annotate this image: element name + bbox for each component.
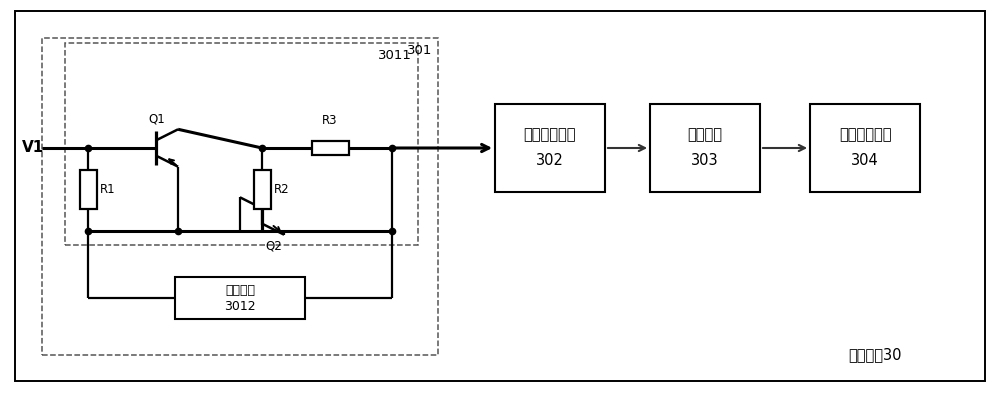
Text: 302: 302 (536, 154, 564, 169)
Bar (65, 43, 418, 245)
Text: 储能模块: 储能模块 (688, 127, 722, 143)
Text: Q1: Q1 (149, 112, 165, 125)
Text: 301: 301 (407, 44, 432, 57)
Text: 3011: 3011 (378, 49, 412, 62)
Text: R3: R3 (322, 114, 338, 127)
Bar (312, 141, 349, 155)
Bar (42, 38, 438, 355)
Text: R1: R1 (100, 183, 116, 196)
Text: Q2: Q2 (266, 240, 282, 253)
Text: 303: 303 (691, 154, 719, 169)
Bar (254, 170, 270, 209)
Text: 第一开关模块: 第一开关模块 (524, 127, 576, 143)
Bar (650, 104, 760, 192)
Text: R2: R2 (274, 183, 290, 196)
Text: V1: V1 (22, 141, 44, 156)
Bar (810, 104, 920, 192)
Bar (80, 170, 96, 209)
Bar (495, 104, 605, 192)
Text: 第二开关模块: 第二开关模块 (839, 127, 891, 143)
Text: 304: 304 (851, 154, 879, 169)
Text: 供电电路30: 供电电路30 (848, 347, 902, 362)
Text: 反馈单元: 反馈单元 (225, 285, 255, 298)
Text: 3012: 3012 (224, 301, 256, 314)
Bar (175, 277, 305, 319)
